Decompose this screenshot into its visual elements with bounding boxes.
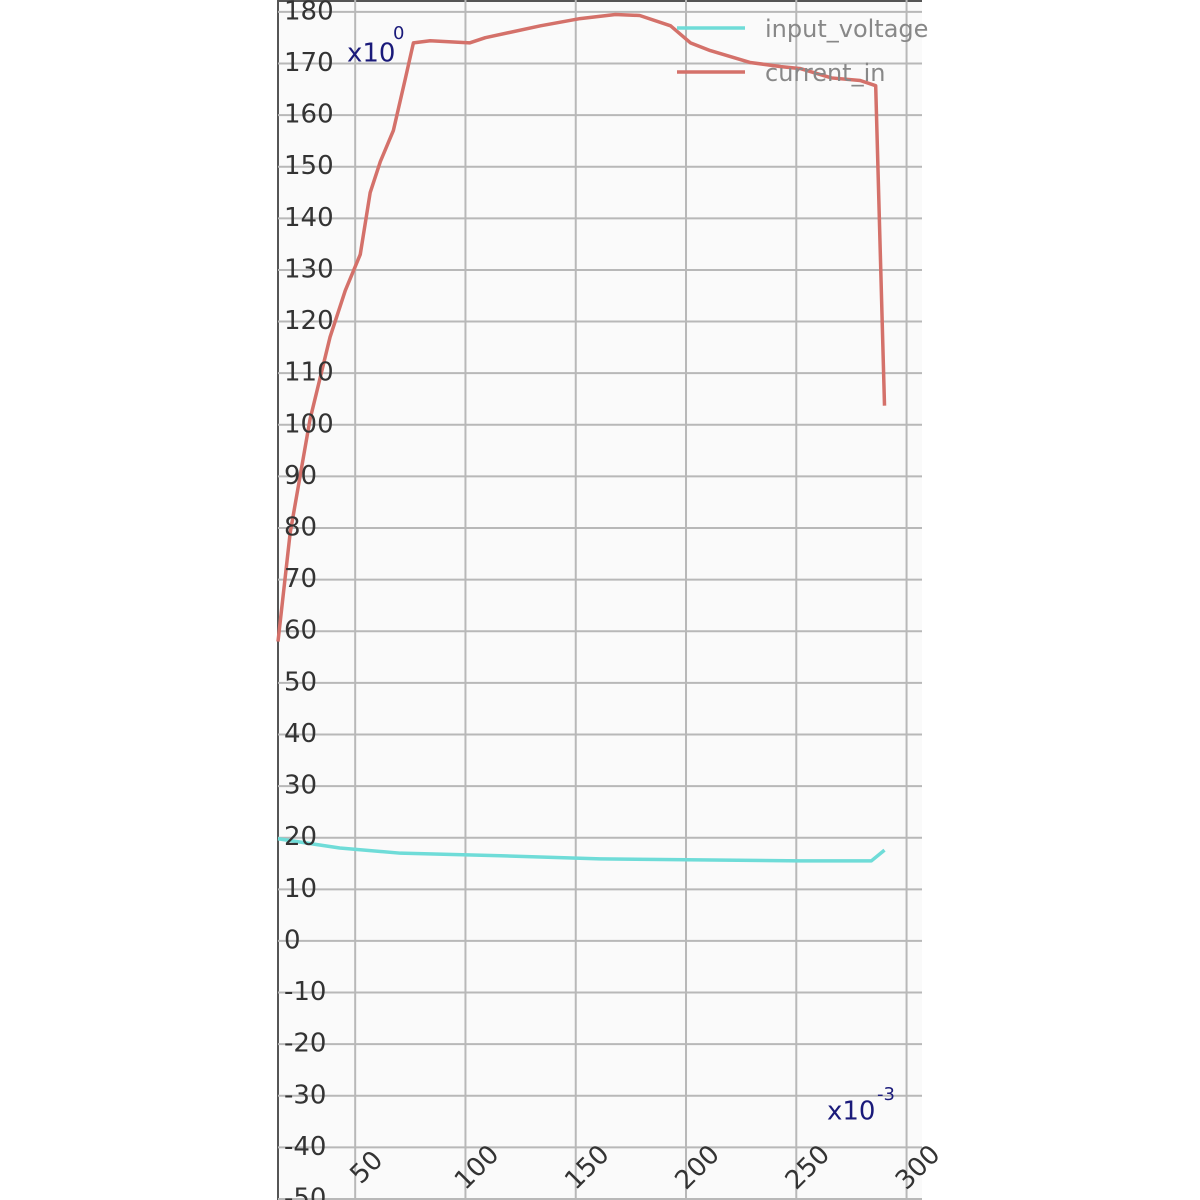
x-scale-exp: -3 xyxy=(877,1084,895,1105)
y-tick-label: -50 xyxy=(284,1184,326,1200)
grid xyxy=(278,0,922,1200)
y-tick-label: 140 xyxy=(284,203,334,233)
y-tick-label: 170 xyxy=(284,48,334,78)
y-tick-label: 160 xyxy=(284,100,334,130)
y-tick-label: 10 xyxy=(284,874,317,904)
y-tick-label: -20 xyxy=(284,1029,326,1059)
y-tick-label: -10 xyxy=(284,977,326,1007)
y-tick-label: 30 xyxy=(284,771,317,801)
lines xyxy=(276,12,887,863)
y-tick-label: -30 xyxy=(284,1080,326,1110)
y-tick-label: 80 xyxy=(284,513,317,543)
plot-area xyxy=(278,0,922,1200)
legend-label: current_in xyxy=(765,59,885,87)
series-line xyxy=(276,12,887,642)
legend-label: input_voltage xyxy=(765,15,928,43)
y-tick-label: 100 xyxy=(284,409,334,439)
y-tick-label: 90 xyxy=(284,461,317,491)
y-tick-label: -40 xyxy=(284,1132,326,1162)
y-tick-label: 150 xyxy=(284,151,334,181)
y-tick-label: 120 xyxy=(284,306,334,336)
series-line xyxy=(277,837,886,863)
x-scale-label: x10 xyxy=(827,1097,875,1127)
y-tick-label: 60 xyxy=(284,616,317,646)
y-tick-label: 0 xyxy=(284,925,301,955)
y-tick-label: 50 xyxy=(284,667,317,697)
y-scale-label: x10 xyxy=(347,39,395,69)
y-scale-exp: 0 xyxy=(393,23,404,44)
y-tick-label: 180 xyxy=(284,0,334,26)
y-tick-label: 20 xyxy=(284,822,317,852)
y-tick-label: 110 xyxy=(284,358,334,388)
y-tick-label: 130 xyxy=(284,254,334,284)
y-tick-label: 40 xyxy=(284,719,317,749)
y-tick-label: 70 xyxy=(284,564,317,594)
